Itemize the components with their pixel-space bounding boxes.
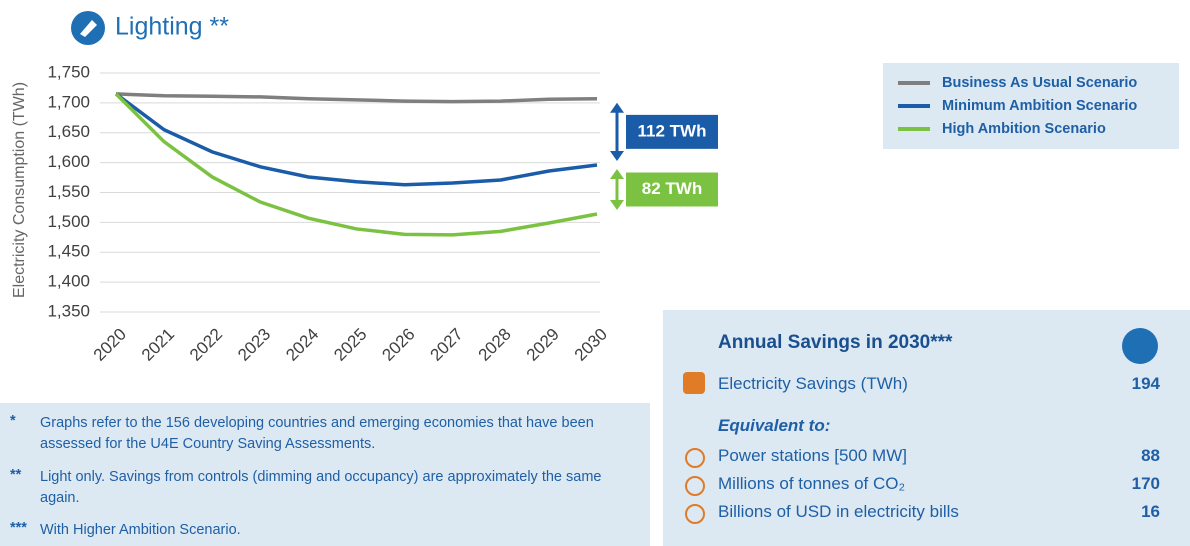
annotation-box xyxy=(626,114,718,149)
note-text: With Higher Ambition Scenario. xyxy=(40,522,241,538)
note-text: Light only. Savings from controls (dimmi… xyxy=(40,469,602,506)
note-marker: *** xyxy=(10,520,27,536)
x-tick-label: 2021 xyxy=(138,325,178,365)
note: ** Light only. Savings from controls (dim… xyxy=(10,467,630,509)
x-tick-label: 2027 xyxy=(427,325,467,365)
plug-icon xyxy=(683,372,705,394)
equivalent-value: 88 xyxy=(1141,446,1160,465)
equivalent-heading: Equivalent to: xyxy=(718,416,831,435)
y-tick-label: 1,500 xyxy=(47,212,90,231)
arrow-head xyxy=(610,169,624,180)
x-tick-label: 2024 xyxy=(282,325,322,365)
annotation-label: 112 TWh xyxy=(638,121,707,140)
note-marker: ** xyxy=(10,467,22,483)
y-tick-label: 1,550 xyxy=(47,182,90,201)
savings-icon xyxy=(1122,328,1158,364)
title-icon-glyph xyxy=(80,20,97,37)
y-tick-label: 1,650 xyxy=(47,122,90,141)
savings-panel: Annual Savings in 2030*** Electricity Sa… xyxy=(663,310,1190,546)
chart-title: Lighting ** xyxy=(115,13,229,41)
annotation-box xyxy=(626,172,718,207)
arrow-head xyxy=(610,102,624,113)
x-tick-label: 2023 xyxy=(234,325,274,365)
y-tick-label: 1,700 xyxy=(47,92,90,111)
series-line xyxy=(114,92,598,237)
note: *** With Higher Ambition Scenario. xyxy=(10,520,630,541)
equivalent-value: 16 xyxy=(1141,502,1160,521)
savings-title: Annual Savings in 2030*** xyxy=(718,332,953,353)
legend-label: Minimum Ambition Scenario xyxy=(942,98,1137,114)
legend-label: Business As Usual Scenario xyxy=(942,75,1137,91)
equivalent-label: Millions of tonnes of CO₂ xyxy=(718,474,906,493)
savings-value: 194 xyxy=(1131,374,1160,393)
legend-label: High Ambition Scenario xyxy=(942,121,1106,137)
savings-label: Electricity Savings (TWh) xyxy=(718,374,908,393)
y-axis-label: Electricity Consumption (TWh) xyxy=(11,82,28,298)
x-tick-label: 2030 xyxy=(571,325,611,365)
y-tick-label: 1,600 xyxy=(47,152,90,171)
x-tick-label: 2025 xyxy=(330,325,370,365)
x-tick-label: 2029 xyxy=(523,325,563,365)
y-tick-label: 1,750 xyxy=(47,62,90,81)
y-tick-label: 1,400 xyxy=(47,272,90,291)
annotation-label: 82 TWh xyxy=(642,179,702,198)
equivalent-value: 170 xyxy=(1131,474,1160,493)
series-line xyxy=(115,92,598,104)
equivalent-icon xyxy=(685,476,705,496)
equivalent-icon xyxy=(685,504,705,524)
y-tick-label: 1,350 xyxy=(47,301,90,320)
y-tick-label: 1,450 xyxy=(47,242,90,261)
equivalent-label: Billions of USD in electricity bills xyxy=(718,502,959,521)
x-tick-label: 2020 xyxy=(90,325,130,365)
equivalent-label: Power stations [500 MW] xyxy=(718,446,907,465)
x-tick-label: 2022 xyxy=(186,325,226,365)
series-line xyxy=(114,92,598,187)
note: * Graphs refer to the 156 developing coun… xyxy=(10,413,630,455)
x-tick-label: 2026 xyxy=(378,325,418,365)
x-tick-label: 2028 xyxy=(475,325,515,365)
legend-box xyxy=(883,63,1179,149)
arrow-head xyxy=(610,200,624,211)
notes-panel: * Graphs refer to the 156 developing coun… xyxy=(0,403,650,546)
note-marker: * xyxy=(10,413,16,429)
equivalent-icon xyxy=(685,448,705,468)
arrow-head xyxy=(610,151,624,162)
note-text: Graphs refer to the 156 developing count… xyxy=(40,415,594,452)
